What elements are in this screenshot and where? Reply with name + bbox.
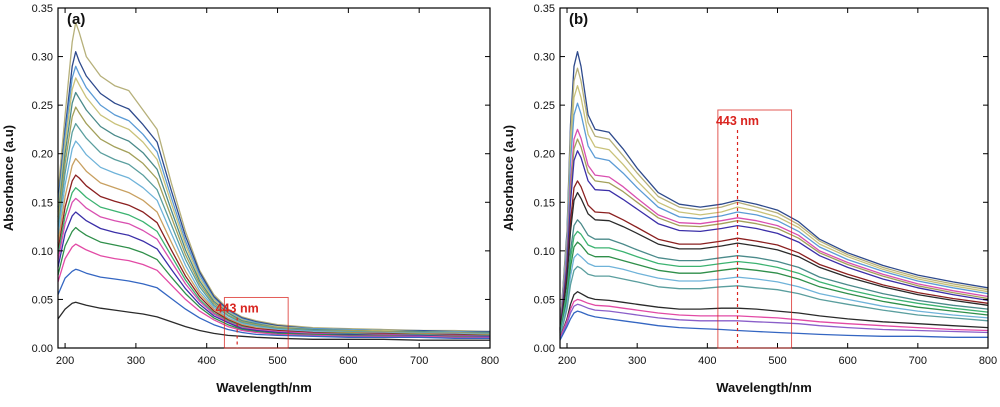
y-tick-label: 0.25 bbox=[534, 100, 555, 112]
series-line-6 bbox=[559, 138, 989, 331]
series-line-4 bbox=[57, 77, 490, 334]
chart-b-svg: 200 300 400 500 600 700 800 0.00 0.05 0.10 0.15 0.2… bbox=[501, 3, 997, 395]
series-line-18 bbox=[559, 310, 988, 341]
series-line-6 bbox=[57, 106, 491, 335]
annotation-label: 443 nm bbox=[216, 301, 259, 315]
series-line-16 bbox=[559, 298, 989, 339]
series-group bbox=[57, 21, 491, 341]
y-tick-label: 0.00 bbox=[32, 343, 53, 355]
series-line-1 bbox=[57, 21, 491, 333]
series-line-2 bbox=[57, 51, 490, 333]
series-line-7 bbox=[57, 122, 490, 335]
y-tick-label: 0.15 bbox=[32, 197, 53, 209]
x-tick-label: 700 bbox=[909, 355, 927, 367]
x-tick-label: 800 bbox=[979, 355, 997, 367]
x-tick-label: 400 bbox=[198, 355, 216, 367]
y-tick-label: 0.15 bbox=[534, 197, 555, 209]
y-tick-label: 0.10 bbox=[534, 246, 555, 258]
series-line-3 bbox=[559, 85, 989, 329]
x-tick-label: 800 bbox=[481, 355, 499, 367]
series-line-17 bbox=[57, 301, 490, 341]
series-line-14 bbox=[559, 265, 989, 338]
series-line-17 bbox=[559, 303, 989, 340]
series-line-5 bbox=[559, 128, 989, 330]
series-line-2 bbox=[559, 67, 989, 329]
series-line-11 bbox=[57, 187, 490, 337]
series-line-3 bbox=[57, 65, 491, 334]
y-tick-label: 0.05 bbox=[32, 294, 53, 306]
x-tick-label: 300 bbox=[127, 355, 145, 367]
series-line-8 bbox=[559, 180, 989, 332]
chart-a-svg: 200 300 400 500 600 700 800 0.00 0.05 0.10 0.15 0.2… bbox=[1, 3, 499, 395]
series-line-16 bbox=[57, 268, 490, 339]
annotation-box bbox=[717, 109, 793, 349]
annotation-box bbox=[223, 296, 289, 349]
x-tick-label: 500 bbox=[268, 355, 286, 367]
series-group bbox=[559, 51, 989, 341]
series-line-12 bbox=[57, 197, 491, 337]
plot-frame bbox=[559, 7, 989, 349]
y-tick-label: 0.30 bbox=[32, 52, 53, 64]
series-line-15 bbox=[57, 243, 490, 338]
chart-panel-b: 200 300 400 500 600 700 800 0.00 0.05 0.10 0.15 0.2… bbox=[500, 0, 1000, 402]
y-tick-label: 0.30 bbox=[534, 52, 555, 64]
series-line-12 bbox=[559, 241, 989, 336]
series-line-13 bbox=[559, 253, 989, 337]
series-line-13 bbox=[57, 211, 490, 337]
y-tick-label: 0.20 bbox=[32, 149, 53, 161]
series-line-14 bbox=[57, 226, 491, 338]
series-line-15 bbox=[559, 291, 989, 339]
x-axis-title: Wavelength/nm bbox=[716, 380, 812, 395]
y-tick-label: 0.05 bbox=[534, 294, 555, 306]
series-line-9 bbox=[559, 191, 989, 333]
x-tick-label: 200 bbox=[56, 355, 74, 367]
panel-label: (a) bbox=[67, 11, 85, 28]
y-tick-label: 0.20 bbox=[534, 149, 555, 161]
y-axis-title: Absorbance (a.u) bbox=[501, 125, 516, 231]
chart-panel-a: 200 300 400 500 600 700 800 0.00 0.05 0.10 0.15 0.2… bbox=[0, 0, 500, 402]
series-line-10 bbox=[559, 219, 989, 334]
panel-label: (b) bbox=[569, 11, 588, 28]
y-tick-label: 0.25 bbox=[32, 100, 53, 112]
y-tick-label: 0.10 bbox=[32, 246, 53, 258]
series-line-11 bbox=[559, 230, 989, 335]
series-line-7 bbox=[559, 150, 989, 331]
y-tick-label: 0.35 bbox=[534, 3, 555, 15]
x-tick-label: 300 bbox=[628, 355, 646, 367]
series-line-5 bbox=[57, 91, 490, 334]
annotation-label: 443 nm bbox=[716, 114, 759, 128]
x-tick-label: 600 bbox=[339, 355, 357, 367]
series-line-4 bbox=[559, 102, 989, 330]
series-line-9 bbox=[57, 157, 490, 336]
x-tick-label: 600 bbox=[838, 355, 856, 367]
x-tick-label: 400 bbox=[698, 355, 716, 367]
x-tick-label: 700 bbox=[410, 355, 428, 367]
series-line-8 bbox=[57, 140, 491, 336]
x-axis-title: Wavelength/nm bbox=[216, 380, 312, 395]
y-tick-label: 0.00 bbox=[534, 343, 555, 355]
x-tick-label: 200 bbox=[558, 355, 576, 367]
y-tick-label: 0.35 bbox=[32, 3, 53, 15]
series-line-1 bbox=[559, 51, 989, 329]
x-tick-label: 500 bbox=[768, 355, 786, 367]
y-axis-title: Absorbance (a.u) bbox=[1, 125, 16, 231]
